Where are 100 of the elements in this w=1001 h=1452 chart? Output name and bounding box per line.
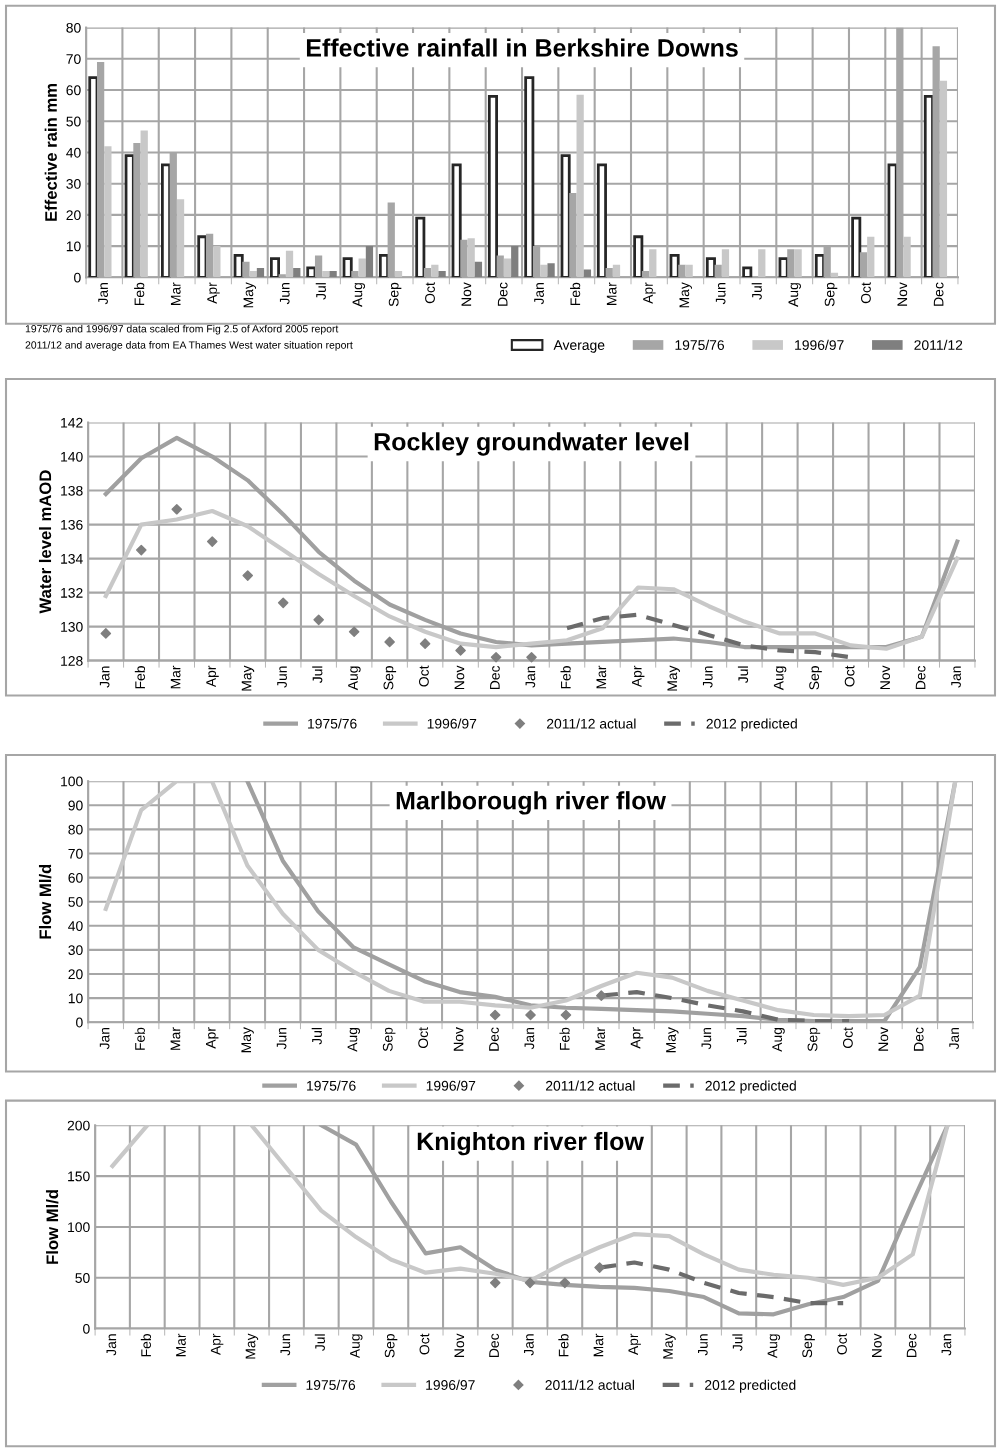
bar (903, 236, 911, 278)
x-tick-label: Nov (454, 665, 465, 690)
x-tick-label: May (243, 282, 257, 308)
bar (511, 246, 519, 278)
y-tick-label: 0 (83, 1323, 90, 1334)
x-tick-label: Apr (210, 1333, 224, 1356)
bar (160, 163, 172, 278)
x-tick-label: Apr (631, 665, 645, 688)
x-tick-label: Jul (736, 1028, 747, 1045)
x-tick-label: Jan (534, 283, 544, 305)
bar (612, 264, 621, 278)
y-tick-label: 50 (66, 116, 81, 127)
point (242, 570, 254, 581)
x-tick-label: Jun (280, 1334, 291, 1356)
x-tick-label: Jul (315, 283, 326, 300)
x-tick-label: May (241, 1027, 254, 1053)
point (313, 614, 324, 626)
y-tick-label: 140 (61, 451, 83, 462)
bar (269, 257, 281, 278)
x-tick-label: Oct (419, 665, 429, 687)
x-tick-label: Oct (842, 1027, 853, 1049)
x-tick-label: Jul (737, 666, 749, 684)
legend-label: 2011/12 actual (546, 1080, 635, 1091)
x-tick-label: Jan (524, 1027, 535, 1050)
x-tick-label: Sep (382, 1027, 396, 1052)
point (526, 651, 537, 663)
x-tick-label: Dec (489, 1333, 499, 1357)
y-tick-label: 200 (67, 1120, 90, 1131)
y-tick-label: 150 (68, 1171, 90, 1182)
x-tick-label: Jun (277, 666, 287, 688)
x-tick-label: Jan (949, 1027, 959, 1050)
x-tick-label: Feb (558, 1334, 569, 1357)
y-tick-label: 0 (74, 272, 81, 283)
point (277, 597, 289, 609)
legend-label: 1996/97 (426, 1379, 475, 1390)
y-tick-label: 20 (66, 210, 81, 221)
x-tick-label: Oct (861, 282, 871, 304)
point (455, 645, 466, 656)
x-tick-label: Aug (788, 283, 801, 307)
x-tick-label: Dec (906, 1333, 917, 1357)
y-tick-label: 10 (68, 993, 83, 1004)
bar (633, 235, 644, 278)
bar (342, 257, 353, 278)
y-tick-label: 142 (61, 417, 83, 428)
x-tick-label: Oct (425, 282, 435, 304)
legend-label: 2011/12 actual (547, 718, 636, 729)
x-tick-label: Feb (570, 282, 581, 305)
bar (104, 146, 112, 278)
x-tick-label: Apr (628, 1333, 641, 1356)
x-tick-label: Aug (350, 1334, 363, 1359)
bar (540, 264, 548, 278)
legend-label: 2012 predicted (705, 1080, 796, 1094)
x-tick-label: Jun (701, 1027, 712, 1050)
y-tick-label: 60 (68, 872, 83, 883)
y-tick-label: 10 (66, 241, 81, 252)
x-tick-label: Aug (773, 666, 787, 691)
bar (256, 267, 265, 278)
x-tick-label: Jan (98, 283, 108, 305)
text: 2011/12 and average data from EA Thames West water situation report (25, 341, 353, 351)
x-tick-label: May (666, 1027, 679, 1053)
x-tick-label: Nov (454, 1333, 465, 1357)
legend-label: 2011/12 actual (545, 1379, 634, 1390)
bar (378, 254, 389, 278)
x-tick-label: Oct (837, 1333, 847, 1355)
x-tick-label: Sep (802, 1334, 815, 1358)
x-tick-label: Aug (772, 1027, 785, 1052)
bar (474, 261, 483, 278)
x-tick-label: Sep (807, 1027, 821, 1052)
y-tick-label: 130 (61, 621, 83, 632)
x-tick-label: Nov (878, 1027, 889, 1051)
bar (293, 267, 301, 278)
point (419, 638, 431, 649)
y-tick-label: 100 (68, 1222, 90, 1233)
bar (721, 249, 730, 278)
x-tick-label: Dec (915, 665, 926, 690)
legend-label: 1996/97 (426, 1080, 476, 1091)
y-tick-label: 30 (66, 179, 81, 189)
bar (742, 266, 753, 278)
x-tick-label: Sep (809, 666, 822, 690)
x-tick-label: Jun (276, 1027, 287, 1050)
bar (322, 271, 330, 278)
x-tick-label: Mar (170, 665, 181, 689)
x-tick-label: Feb (560, 666, 571, 689)
x-tick-label: Mar (596, 665, 607, 689)
y-tick-label: 136 (61, 519, 83, 530)
legend-label: Average (553, 340, 605, 353)
bar (524, 76, 535, 278)
x-tick-label: Oct (418, 1027, 429, 1049)
bar (705, 257, 716, 278)
bar (176, 199, 185, 278)
chart-title: Marlborough river flow (396, 791, 667, 815)
bar (576, 94, 584, 278)
x-tick-label: Aug (348, 666, 361, 691)
bar (851, 216, 862, 278)
y-tick-label: 40 (66, 147, 81, 158)
point (206, 536, 218, 547)
x-tick-label: Feb (559, 1027, 570, 1050)
x-tick-label: Aug (347, 1027, 361, 1052)
bar (415, 216, 426, 278)
x-tick-label: Jan (524, 1334, 534, 1356)
